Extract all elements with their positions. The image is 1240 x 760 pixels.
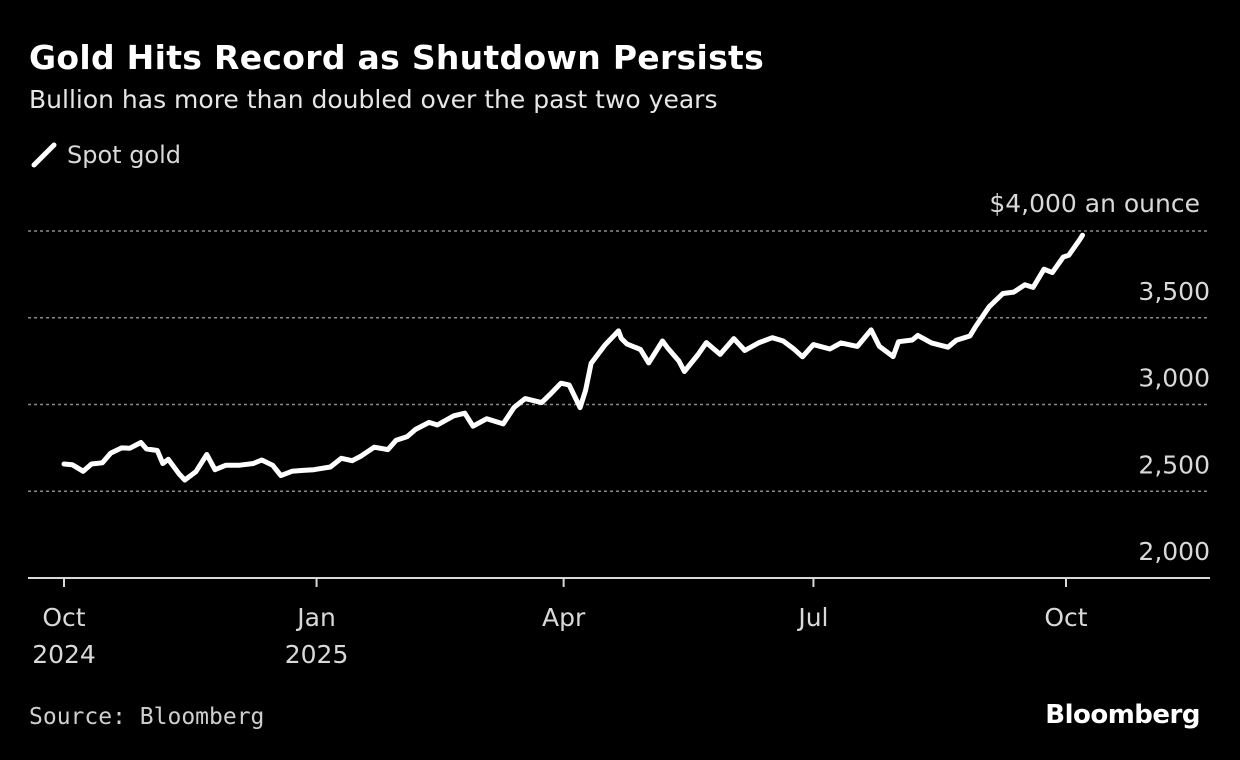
brand-logo: Bloomberg (1045, 700, 1200, 730)
y-tick-label: 3,500 (1138, 277, 1210, 306)
chart-title: Gold Hits Record as Shutdown Persists (29, 38, 765, 77)
chart-subtitle: Bullion has more than doubled over the p… (29, 85, 718, 114)
x-tick-label: Jan (295, 603, 336, 632)
x-tick-sublabel: 2024 (32, 640, 96, 669)
x-tick-label: Apr (542, 603, 586, 632)
legend: Spot gold (29, 140, 181, 170)
y-axis-ticks: 2,000 2,500 3,000 3,500 (1138, 277, 1210, 566)
x-tick-sublabel: 2025 (285, 640, 349, 669)
y-tick-label: 2,000 (1138, 537, 1210, 566)
y-tick-label: 3,000 (1138, 364, 1210, 393)
legend-label: Spot gold (67, 141, 182, 169)
legend-line-icon (31, 142, 57, 168)
y-unit-label: $4,000 an ounce (989, 189, 1200, 218)
series-line-spot-gold (61, 232, 1085, 483)
y-tick-label: 2,500 (1138, 450, 1210, 479)
source-note: Source: Bloomberg (29, 704, 265, 730)
x-axis-ticks: Oct 2024 Jan 2025 Apr Jul Oct (32, 578, 1088, 669)
x-tick-label: Oct (42, 603, 85, 632)
grid-layer (28, 230, 1210, 492)
x-tick-label: Oct (1044, 603, 1087, 632)
x-tick-label: Jul (796, 603, 828, 632)
